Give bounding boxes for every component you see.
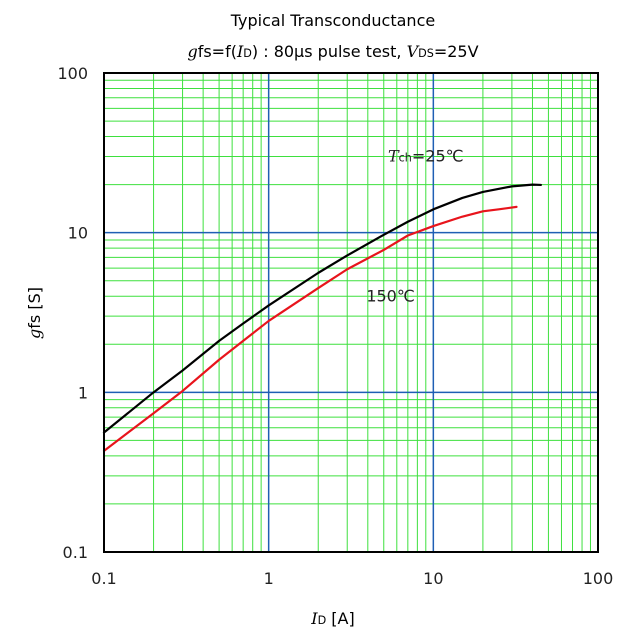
x-tick-label: 1 bbox=[264, 569, 274, 588]
y-tick-label: 100 bbox=[57, 64, 88, 83]
x-tick-label: 0.1 bbox=[91, 569, 116, 588]
minor-grid bbox=[104, 73, 598, 552]
chart-title: Typical Transconductance bbox=[230, 11, 435, 30]
series-label-2: 150℃ bbox=[366, 287, 415, 306]
x-axis-label: ID [A] bbox=[310, 609, 354, 628]
chart-subtitle: gfs=f(ID) : 80μs pulse test, VDS=25V bbox=[187, 42, 478, 61]
plot-frame bbox=[103, 72, 599, 553]
series-label-1: Tch=25℃ bbox=[388, 146, 464, 165]
x-tick-label: 100 bbox=[583, 569, 614, 588]
plot-background bbox=[104, 73, 598, 552]
plot-area: Tch=25℃ 150℃ 0.1 1 10 100 0.1 1 10 100 bbox=[57, 64, 613, 588]
x-tick-label: 10 bbox=[423, 569, 443, 588]
y-tick-label: 0.1 bbox=[63, 543, 88, 562]
series-line-2 bbox=[102, 205, 518, 452]
y-tick-label: 1 bbox=[78, 383, 88, 402]
y-tick-label: 10 bbox=[68, 224, 88, 243]
y-axis-label: gfs [S] bbox=[25, 287, 44, 339]
series-line-1 bbox=[102, 183, 542, 434]
